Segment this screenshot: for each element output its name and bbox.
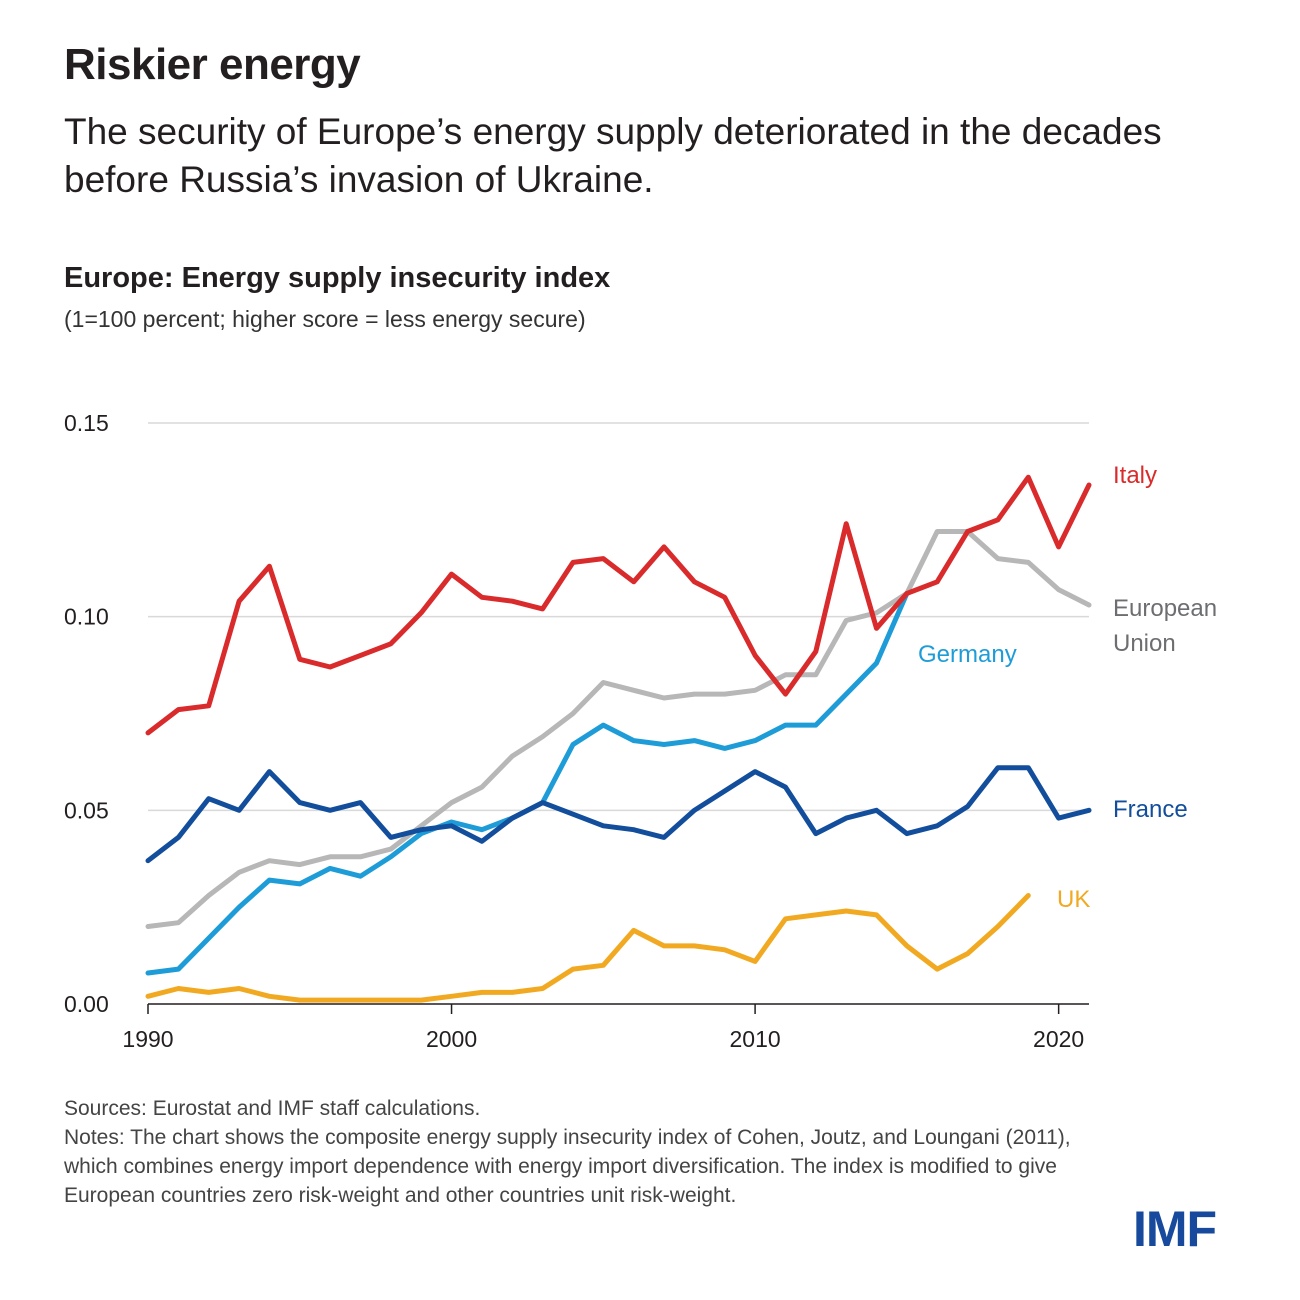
notes-text: Notes: The chart shows the composite ene… <box>64 1126 1071 1207</box>
series-line-italy <box>145 474 1092 736</box>
headline: Riskier energy <box>64 40 361 89</box>
sources-text: Sources: Eurostat and IMF staff calculat… <box>64 1097 481 1120</box>
y-tick-label: 0.10 <box>64 604 109 630</box>
series-line-european-union <box>145 529 1092 929</box>
footer-notes: Sources: Eurostat and IMF staff calculat… <box>64 1094 1084 1210</box>
series-label-uk: UK <box>1057 886 1090 913</box>
y-tick-label: 0.15 <box>64 410 109 436</box>
chart-title: Europe: Energy supply insecurity index <box>64 262 611 294</box>
gridlines <box>148 422 1089 812</box>
subheadline: The security of Europe’s energy supply d… <box>64 111 1162 200</box>
x-tick-label: 1990 <box>122 1026 173 1052</box>
series-label-france: France <box>1113 796 1188 823</box>
imf-logo: IMF <box>1133 1201 1217 1257</box>
y-tick-label: 0.05 <box>64 797 109 823</box>
series-label-germany: Germany <box>918 641 1017 668</box>
series-line-france <box>145 765 1092 864</box>
series-labels: Italy European Union Germany France UK <box>918 462 1217 913</box>
y-axis-ticks: 0.00 0.05 0.10 0.15 <box>64 410 109 1017</box>
x-axis: 1990 2000 2010 2020 <box>122 1003 1089 1052</box>
chart-subtitle: (1=100 percent; higher score = less ener… <box>64 306 586 332</box>
x-tick-label: 2020 <box>1033 1026 1084 1052</box>
series-line-uk <box>145 893 1031 1003</box>
series-lines <box>145 474 1092 1003</box>
series-label-european-union: European <box>1113 595 1217 622</box>
x-tick-label: 2000 <box>426 1026 477 1052</box>
y-tick-label: 0.00 <box>64 991 109 1017</box>
series-label-european-union: Union <box>1113 630 1176 657</box>
series-label-italy: Italy <box>1113 462 1157 489</box>
x-tick-label: 2010 <box>730 1026 781 1052</box>
